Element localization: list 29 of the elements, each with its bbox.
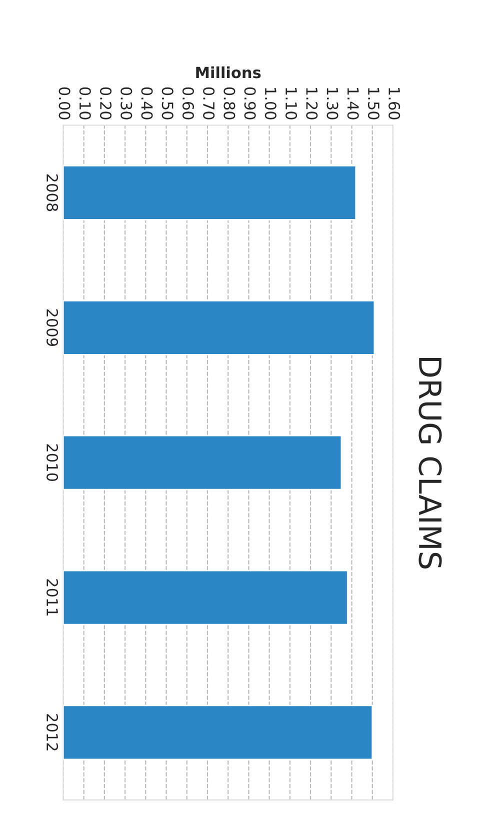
x-tick-label: 1.60 [388, 88, 400, 120]
bar [63, 165, 357, 220]
y-tick-label: 2010 [46, 444, 58, 482]
x-tick-label: 1.00 [264, 88, 276, 120]
x-tick-label: 1.40 [347, 88, 359, 120]
x-tick-label: 0.00 [58, 87, 70, 120]
x-tick-label: 0.20 [100, 87, 112, 120]
bar [63, 704, 374, 760]
x-tick-label: 0.10 [79, 87, 91, 120]
x-tick-label: 1.50 [368, 88, 380, 120]
bar [63, 300, 376, 356]
x-tick-label: 0.40 [141, 87, 153, 120]
x-tick-label: 1.10 [285, 88, 298, 120]
bar [63, 434, 342, 490]
x-tick-label: 1.20 [306, 88, 318, 120]
x-tick-label: 1.30 [326, 88, 338, 120]
x-tick-label: 0.30 [120, 87, 132, 120]
x-tick-label: 0.50 [162, 87, 174, 120]
text: DRUG CLAIMS [418, 358, 442, 569]
y-tick-label: 2012 [46, 714, 58, 750]
y-tick-label: 2009 [46, 309, 58, 346]
x-tick-label: 0.70 [203, 87, 215, 120]
x-tick-label: 0.80 [224, 87, 236, 120]
x-tick-label: 0.60 [182, 87, 194, 120]
y-tick-label: 2008 [46, 174, 58, 212]
x-axis-title: Millions [196, 66, 261, 78]
x-tick-label: 0.90 [244, 87, 256, 120]
bar [63, 570, 348, 626]
y-tick-label: 2011 [46, 579, 58, 616]
